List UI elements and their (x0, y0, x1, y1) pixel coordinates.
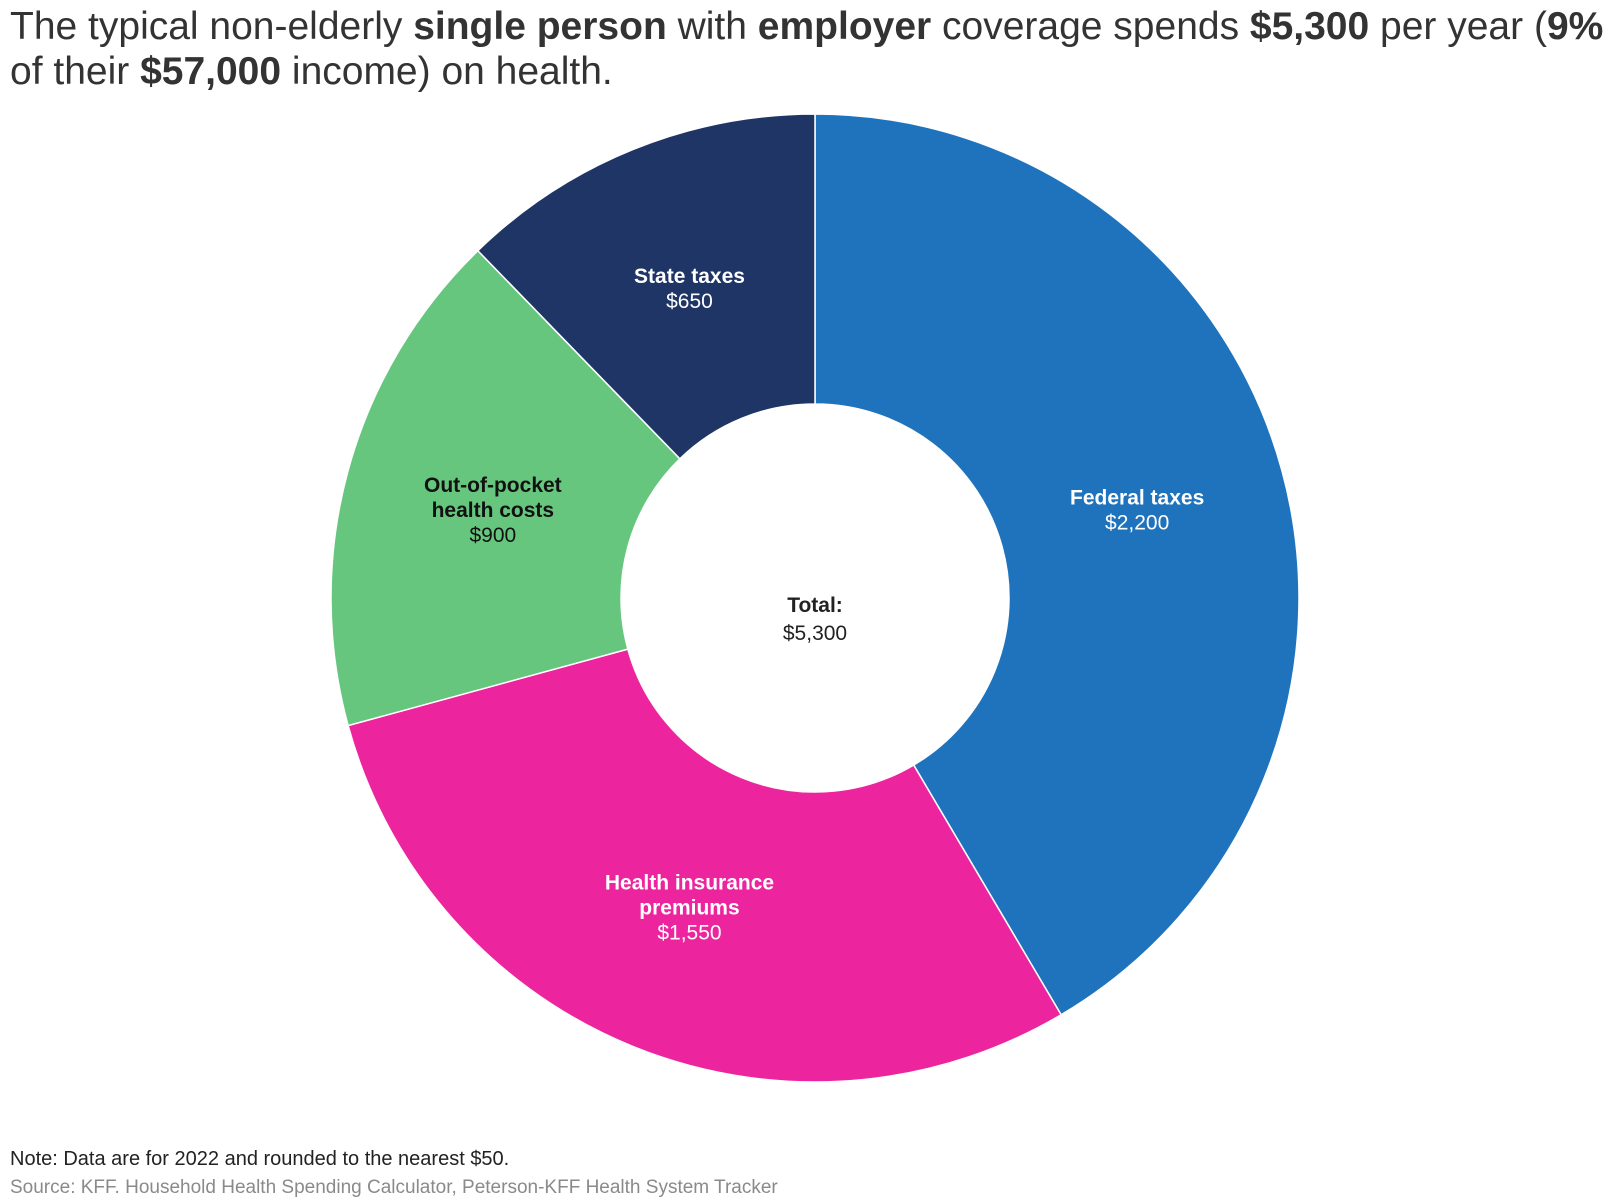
slice-label-name: Out-of-pocket (424, 474, 562, 497)
slice-label: Federal taxes $2,200 (1070, 486, 1204, 534)
center-total: Total: $5,300 (783, 594, 847, 645)
slice-labels-group: Federal taxes $2,200 Health insurance premi… (424, 265, 1204, 944)
title-part: $5,300 (1249, 5, 1370, 48)
slice-label-value: $2,200 (1105, 511, 1169, 534)
title-part: 9% (1546, 5, 1604, 48)
source-line: Source: KFF. Household Health Spending C… (10, 1177, 778, 1198)
slices-group (330, 113, 1300, 1083)
title-part: single person (413, 5, 667, 48)
title-part: coverage spends (931, 5, 1250, 48)
slice-label: Health insurance premiums $1,550 (605, 871, 774, 944)
slice-label-name: State taxes (634, 265, 745, 288)
slice-label-name: health costs (432, 499, 555, 522)
slice-label-value: $1,550 (657, 921, 721, 944)
slice-label-value: $900 (469, 524, 516, 547)
title-part: $57,000 (140, 50, 282, 93)
title-part: with (666, 5, 758, 48)
title-part: per year ( (1369, 5, 1547, 48)
center-total-value: $5,300 (783, 622, 847, 645)
slice-label-name: premiums (639, 896, 739, 919)
center-total-label: Total: (787, 594, 843, 617)
slice-label-name: Health insurance (605, 871, 774, 894)
footnote: Note: Data are for 2022 and rounded to t… (10, 1148, 510, 1170)
slice-label-value: $650 (666, 290, 713, 313)
slice-label-name: Federal taxes (1070, 486, 1204, 509)
title-part: income) on health. (281, 50, 613, 93)
title-part: The typical non-elderly (10, 5, 414, 48)
slice-health-insurance-premiums (347, 648, 1063, 1083)
chart-title: The typical non-elderly single person wi… (10, 4, 1610, 94)
slice-label: State taxes $650 (634, 265, 745, 313)
title-part: employer (757, 5, 932, 48)
slice-label: Out-of-pocket health costs $900 (424, 474, 562, 547)
title-part: of their (10, 50, 141, 93)
donut-chart: Federal taxes $2,200 Health insurance premi… (330, 113, 1300, 1083)
slice-state-taxes (476, 113, 816, 460)
slice-federal-taxes (814, 113, 1300, 1016)
